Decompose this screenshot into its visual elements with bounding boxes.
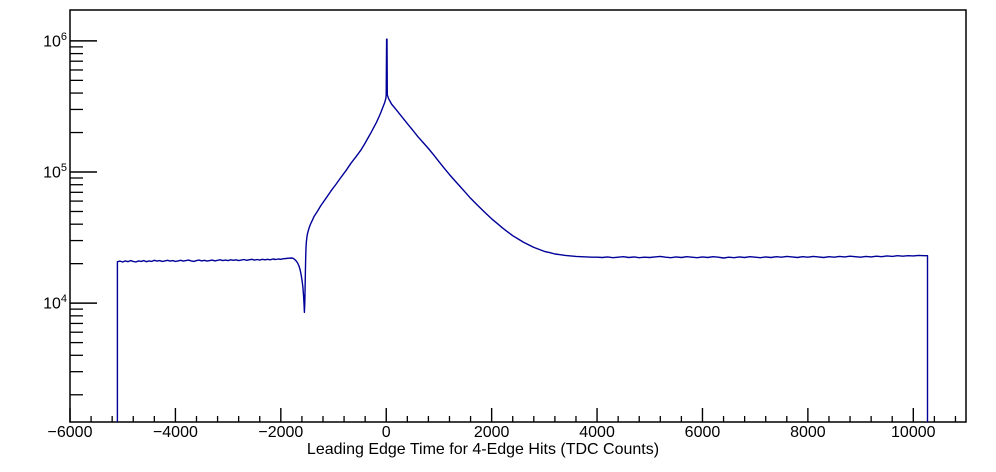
y-tick-label: 105	[43, 162, 67, 182]
x-axis-title: Leading Edge Time for 4-Edge Hits (TDC C…	[306, 441, 660, 458]
x-tick-label: 4000	[579, 424, 615, 441]
x-tick-label: −4000	[152, 424, 198, 441]
y-tick-label: 104	[43, 293, 67, 313]
histogram-curve	[116, 38, 929, 422]
x-tick-label: −2000	[258, 424, 304, 441]
x-tick-label: −6000	[47, 424, 93, 441]
x-tick-label: 10000	[891, 424, 936, 441]
plot-frame	[69, 9, 967, 423]
y-tick-label: 106	[43, 30, 67, 51]
x-tick-label: 8000	[790, 424, 826, 441]
x-tick-label: 2000	[473, 424, 510, 441]
x-tick-label: 6000	[684, 424, 721, 441]
x-tick-label: 0	[381, 424, 391, 441]
